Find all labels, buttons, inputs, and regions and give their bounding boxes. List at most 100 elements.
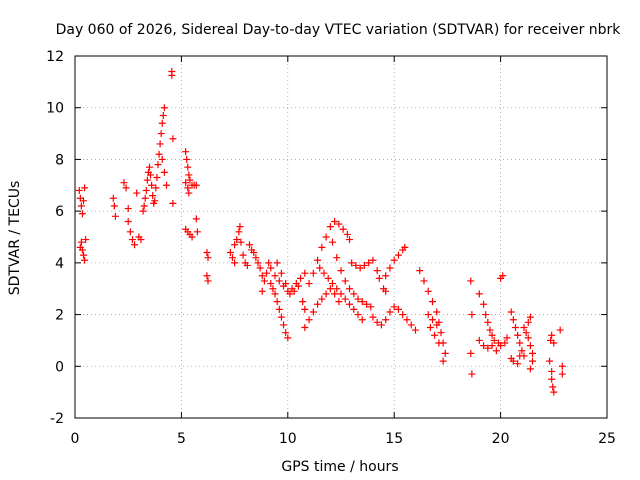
data-point (556, 326, 564, 334)
data-point (435, 339, 443, 347)
data-point (441, 349, 449, 357)
data-point (250, 249, 258, 257)
data-point (337, 290, 345, 298)
data-point (141, 194, 149, 202)
data-point (297, 274, 305, 282)
data-point (258, 287, 266, 295)
data-point (341, 295, 349, 303)
data-point (367, 303, 375, 311)
x-axis: 0 5 10 15 20 25 (71, 56, 616, 447)
data-point (265, 259, 273, 267)
data-point (526, 365, 534, 373)
data-point (511, 324, 519, 331)
data-point (82, 236, 90, 244)
data-point (149, 192, 157, 200)
data-point (182, 179, 190, 187)
data-point (507, 308, 515, 316)
data-point (365, 259, 373, 267)
data-point (354, 311, 362, 319)
data-point (263, 269, 271, 277)
data-point (439, 357, 447, 365)
data-point (437, 329, 445, 337)
data-point (558, 370, 566, 378)
data-point (155, 150, 163, 158)
data-point (140, 202, 148, 210)
data-point (326, 285, 334, 293)
data-point (139, 207, 147, 215)
data-point (382, 316, 390, 324)
data-point (524, 318, 532, 326)
data-point (204, 277, 212, 285)
data-point (203, 249, 211, 257)
y-tick-label: 0 (55, 359, 64, 375)
data-point (509, 316, 517, 324)
data-point (169, 199, 177, 207)
data-point (369, 256, 377, 264)
data-point (228, 254, 236, 262)
data-point (526, 342, 534, 350)
data-point (109, 194, 117, 202)
data-point (480, 300, 488, 308)
data-point (386, 308, 394, 316)
data-point (156, 140, 164, 148)
data-point (373, 267, 381, 275)
data-point (484, 344, 492, 352)
y-tick-label: 4 (55, 256, 64, 272)
data-point (480, 342, 488, 350)
data-point (81, 256, 89, 264)
data-point (497, 342, 505, 350)
data-point (407, 321, 415, 329)
data-point (186, 176, 194, 184)
x-axis-title: GPS time / hours (281, 459, 398, 475)
data-point (193, 228, 201, 236)
data-point (151, 197, 159, 205)
data-point (424, 287, 432, 295)
data-point (475, 290, 483, 298)
x-tick-label: 5 (177, 431, 186, 447)
data-point (516, 352, 524, 360)
data-point (394, 251, 402, 259)
data-point (231, 259, 239, 267)
chart-title: Day 060 of 2026, Sidereal Day-to-day VTE… (56, 22, 622, 38)
data-point (80, 251, 88, 259)
y-axis: -2 0 2 4 6 8 10 12 (46, 49, 607, 427)
data-point (322, 233, 330, 241)
data-point (346, 236, 354, 244)
data-point (154, 161, 162, 169)
data-point (509, 357, 517, 365)
data-point (433, 321, 441, 329)
data-point (184, 163, 192, 171)
data-point (514, 360, 522, 368)
data-point (328, 280, 336, 288)
data-point (335, 220, 343, 228)
data-point (375, 274, 383, 282)
data-point (316, 264, 324, 272)
data-point (468, 370, 476, 378)
data-point (411, 326, 419, 334)
data-point (320, 269, 328, 277)
data-point (339, 225, 347, 233)
data-point (76, 243, 84, 251)
data-point (335, 298, 343, 306)
data-point (192, 215, 200, 223)
data-point (382, 272, 390, 280)
x-tick-label: 10 (279, 431, 297, 447)
data-point (277, 269, 285, 277)
data-point (403, 316, 411, 324)
data-point (131, 241, 139, 249)
data-point (314, 256, 322, 264)
data-point (429, 316, 437, 324)
data-point (331, 290, 339, 298)
data-point (148, 181, 156, 189)
data-point (373, 318, 381, 326)
data-point (333, 285, 341, 293)
data-point (81, 184, 89, 192)
data-point (548, 367, 556, 375)
data-point (78, 210, 86, 218)
data-point (124, 205, 132, 213)
data-point (137, 236, 145, 244)
data-point (80, 197, 88, 205)
data-point (75, 186, 83, 194)
data-point (290, 287, 298, 295)
